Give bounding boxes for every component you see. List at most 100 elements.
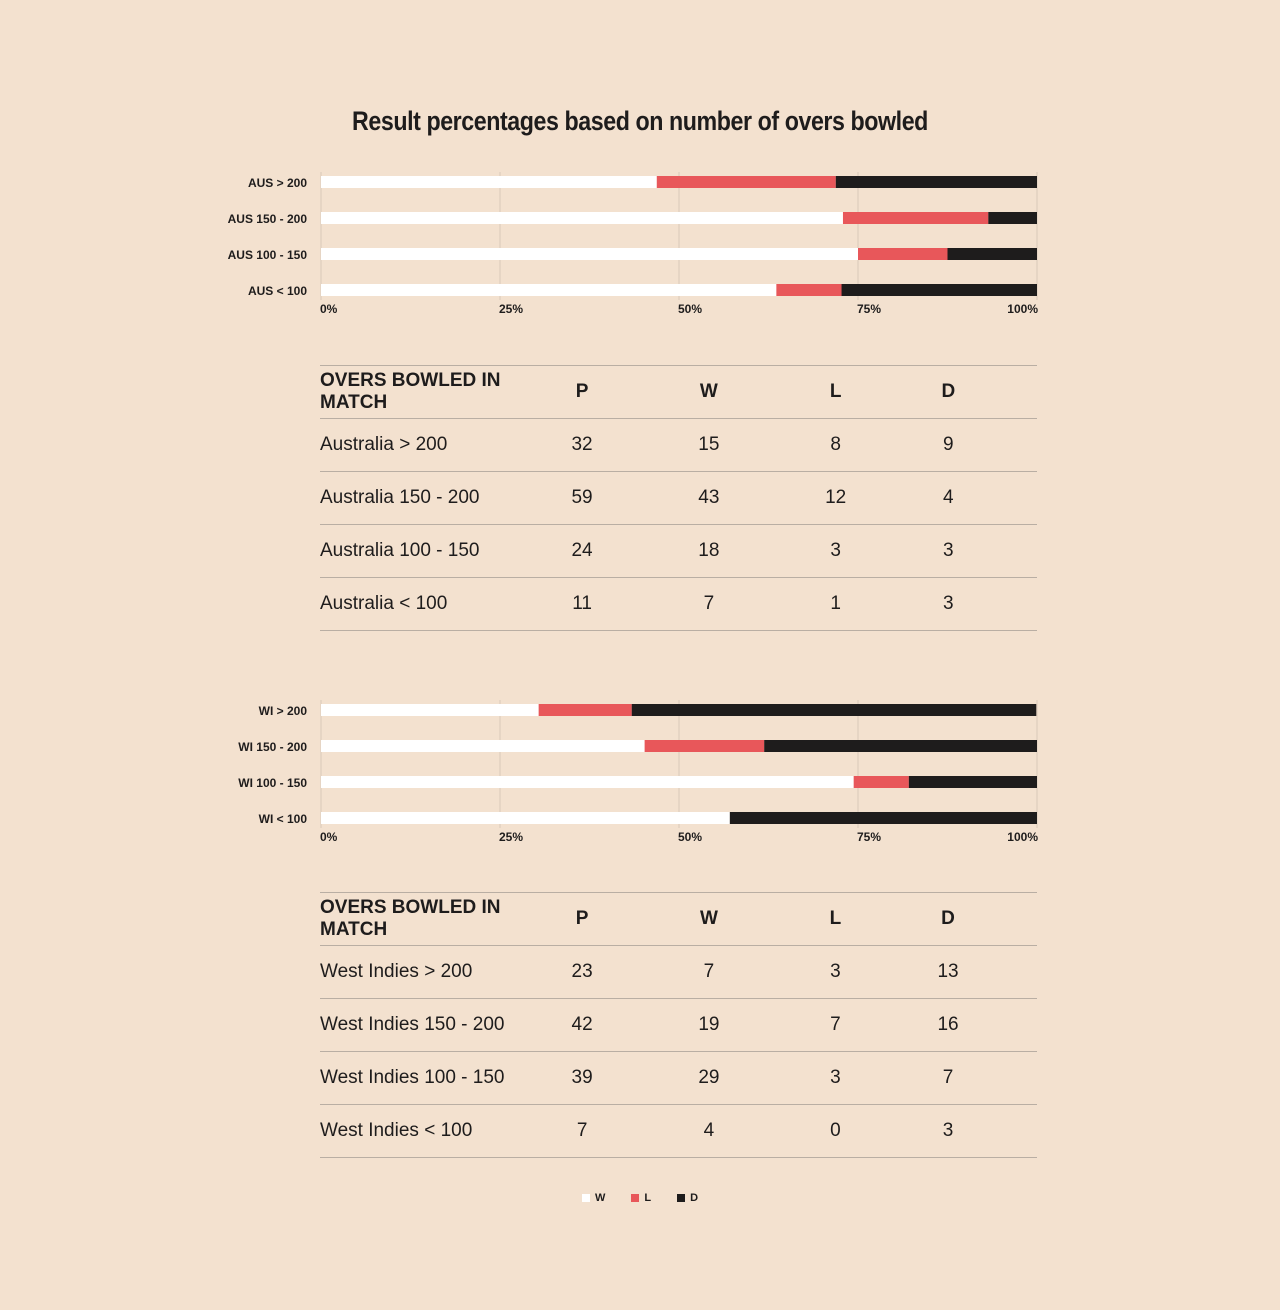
row-p: 59	[558, 471, 607, 525]
row-p: 32	[558, 418, 607, 472]
row-l: 1	[811, 577, 860, 631]
row-name: Australia < 100	[320, 577, 559, 631]
row-name: Australia 100 - 150	[320, 524, 559, 578]
wi-tick-label: 25%	[499, 830, 523, 844]
row-p: 11	[558, 577, 607, 631]
row-l: 8	[811, 418, 860, 472]
aus-tick-label: 25%	[499, 302, 523, 316]
table-row: Australia 150 - 200 59 43 12 4	[320, 471, 1037, 525]
aus-stacked-bar-chart: AUS > 200 AUS 150 - 200 AUS 100 - 150 AUS <…	[228, 172, 1038, 316]
aus-bar-d	[988, 212, 1037, 224]
row-name: West Indies 150 - 200	[320, 998, 559, 1052]
header-d: D	[859, 892, 1037, 946]
header-overs: OVERS BOWLED IN MATCH	[320, 365, 559, 419]
wi-bar-d	[908, 776, 1037, 788]
row-l: 0	[811, 1104, 860, 1158]
header-overs: OVERS BOWLED IN MATCH	[320, 892, 559, 946]
row-l: 3	[811, 945, 860, 999]
legend-label-l: L	[644, 1192, 652, 1204]
aus-bar-w	[321, 284, 777, 296]
legend-item-w: W	[581, 1192, 606, 1204]
row-d: 3	[859, 1104, 1037, 1158]
wi-bar-d	[764, 740, 1037, 752]
header-l: L	[811, 892, 860, 946]
wi-bar-w	[321, 812, 730, 824]
legend-label-w: W	[594, 1192, 606, 1204]
legend-item-d: D	[677, 1192, 698, 1204]
aus-tick-label: 100%	[1007, 302, 1038, 316]
wi-tick-label: 0%	[320, 830, 338, 844]
aus-category-label: AUS > 200	[248, 176, 307, 190]
table-row: West Indies 150 - 200 42 19 7 16	[320, 998, 1037, 1052]
row-name: Australia 150 - 200	[320, 471, 559, 525]
row-w: 43	[606, 471, 812, 525]
legend-swatch-d	[677, 1194, 686, 1202]
row-d: 13	[859, 945, 1037, 999]
header-p: P	[558, 892, 607, 946]
table-row: Australia 100 - 150 24 18 3 3	[320, 524, 1037, 578]
row-d: 9	[859, 418, 1037, 472]
wi-bar-w	[321, 704, 539, 716]
wi-bar-l	[538, 704, 632, 716]
wi-bar-l	[853, 776, 909, 788]
aus-tick-label: 0%	[320, 302, 338, 316]
aus-bar-d	[947, 248, 1037, 260]
wi-category-label: WI 100 - 150	[238, 776, 307, 790]
table-row: Australia > 200 32 15 8 9	[320, 418, 1037, 472]
row-d: 16	[859, 998, 1037, 1052]
aus-bar-l	[656, 176, 836, 188]
row-d: 3	[859, 524, 1037, 578]
aus-category-label: AUS 100 - 150	[228, 248, 308, 262]
table-row: West Indies > 200 23 7 3 13	[320, 945, 1037, 999]
wi-tick-label: 100%	[1007, 830, 1038, 844]
legend-swatch-l	[631, 1194, 640, 1202]
legend-item-l: L	[631, 1192, 651, 1204]
header-d: D	[859, 365, 1037, 419]
aus-bar-w	[321, 248, 858, 260]
wi-tick-label: 50%	[678, 830, 702, 844]
legend: W L D	[0, 1192, 1280, 1204]
row-d: 7	[859, 1051, 1037, 1105]
aus-bar-l	[858, 248, 948, 260]
table-row: West Indies < 100 7 4 0 3	[320, 1104, 1037, 1158]
aus-category-label: AUS 150 - 200	[228, 212, 308, 226]
aus-bar-l	[776, 284, 842, 296]
aus-bar-d	[835, 176, 1037, 188]
row-w: 29	[606, 1051, 812, 1105]
row-w: 4	[606, 1104, 812, 1158]
wi-tick-label: 75%	[857, 830, 881, 844]
row-p: 23	[558, 945, 607, 999]
row-p: 39	[558, 1051, 607, 1105]
row-name: West Indies < 100	[320, 1104, 559, 1158]
row-w: 7	[606, 945, 812, 999]
aus-bar-w	[321, 176, 657, 188]
row-l: 7	[811, 998, 860, 1052]
header-w: W	[606, 365, 812, 419]
row-name: Australia > 200	[320, 418, 559, 472]
aus-tick-label: 75%	[857, 302, 881, 316]
aus-tick-label: 50%	[678, 302, 702, 316]
table-header-row: OVERS BOWLED IN MATCH P W L D	[320, 892, 1037, 946]
row-name: West Indies > 200	[320, 945, 559, 999]
row-p: 42	[558, 998, 607, 1052]
table-row: West Indies 100 - 150 39 29 3 7	[320, 1051, 1037, 1105]
table-row: Australia < 100 11 7 1 3	[320, 577, 1037, 631]
row-d: 3	[859, 577, 1037, 631]
row-l: 12	[811, 471, 860, 525]
row-d: 4	[859, 471, 1037, 525]
wi-results-table: OVERS BOWLED IN MATCH P W L D West Indie…	[320, 892, 1037, 1158]
row-w: 18	[606, 524, 812, 578]
aus-bar-w	[321, 212, 843, 224]
legend-swatch-w	[581, 1194, 590, 1202]
wi-category-label: WI 150 - 200	[238, 740, 307, 754]
header-w: W	[606, 892, 812, 946]
legend-label-d: D	[690, 1192, 699, 1204]
row-w: 19	[606, 998, 812, 1052]
wi-bar-d	[729, 812, 1037, 824]
aus-results-table: OVERS BOWLED IN MATCH P W L D Australia …	[320, 365, 1037, 631]
row-p: 7	[558, 1104, 607, 1158]
wi-category-label: WI > 200	[259, 704, 308, 718]
wi-bar-d	[631, 704, 1037, 716]
row-name: West Indies 100 - 150	[320, 1051, 559, 1105]
wi-category-label: WI < 100	[259, 812, 308, 826]
